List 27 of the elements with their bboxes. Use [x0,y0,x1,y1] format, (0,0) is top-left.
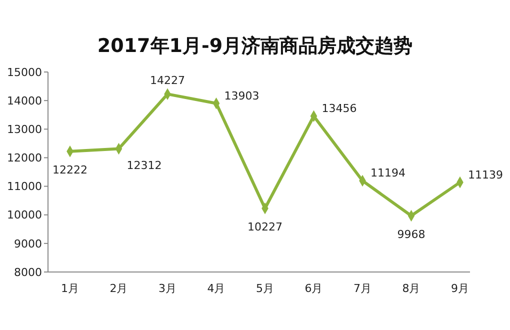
x-tick-label: 1月 [61,282,79,295]
y-tick-label: 14000 [7,94,42,108]
x-tick-label: 9月 [451,282,469,295]
y-tick-label: 11000 [7,180,42,194]
x-tick-label: 2月 [110,282,128,295]
y-tick-label: 13000 [7,122,42,136]
data-label: 11194 [370,166,406,180]
data-label: 12222 [52,163,88,176]
y-tick-label: 15000 [7,66,42,79]
x-tick-label: 4月 [207,282,226,295]
data-label: 13903 [224,89,260,102]
data-label: 12312 [126,158,162,172]
y-tick-label: 9000 [14,237,42,250]
y-tick-label: 8000 [14,266,42,279]
y-tick-label: 12000 [7,152,42,165]
data-label: 13456 [322,102,357,116]
data-label: 10227 [248,220,282,234]
x-tick-label: 5月 [256,282,274,295]
data-label: 14227 [150,74,185,88]
y-tick-label: 10000 [7,208,42,222]
data-label: 11139 [468,168,503,182]
chart-title: 2017年1月-9月济南商品房成交趋势 [97,35,413,57]
x-tick-label: 3月 [158,282,176,295]
x-tick-label: 7月 [354,282,372,295]
data-label: 9968 [397,228,426,241]
x-tick-label: 8月 [402,282,420,295]
x-tick-label: 6月 [304,282,323,295]
